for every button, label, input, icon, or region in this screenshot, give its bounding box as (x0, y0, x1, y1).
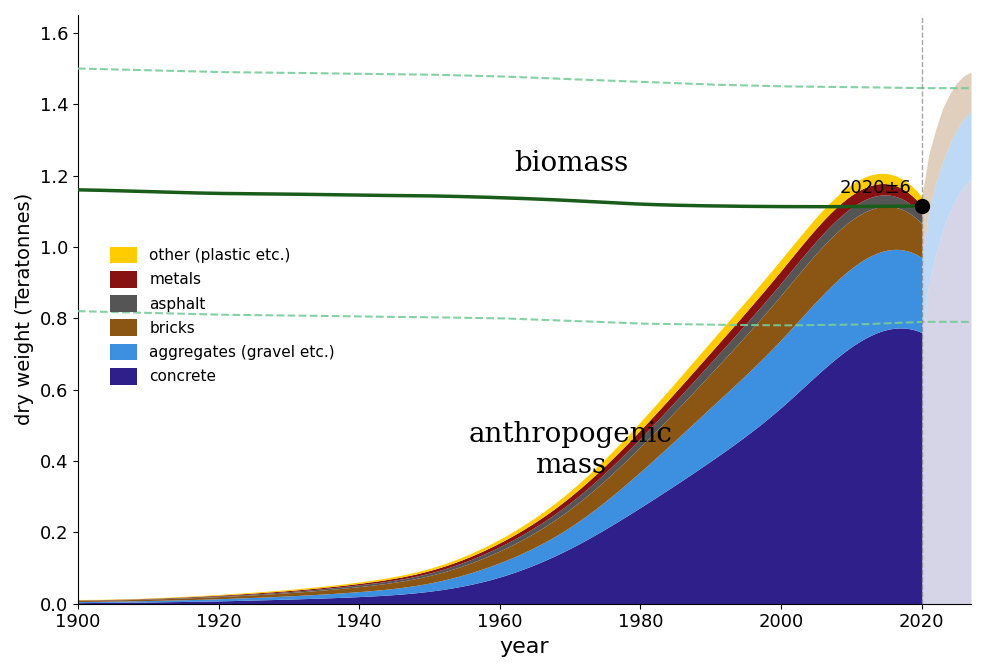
Y-axis label: dry weight (Teratonnes): dry weight (Teratonnes) (15, 194, 34, 425)
Text: biomass: biomass (514, 150, 628, 177)
Text: anthropogenic
mass: anthropogenic mass (468, 421, 672, 479)
X-axis label: year: year (500, 637, 549, 657)
Legend: other (plastic etc.), metals, asphalt, bricks, aggregates (gravel etc.), concret: other (plastic etc.), metals, asphalt, b… (104, 241, 341, 391)
Text: 2020±6: 2020±6 (839, 179, 911, 197)
